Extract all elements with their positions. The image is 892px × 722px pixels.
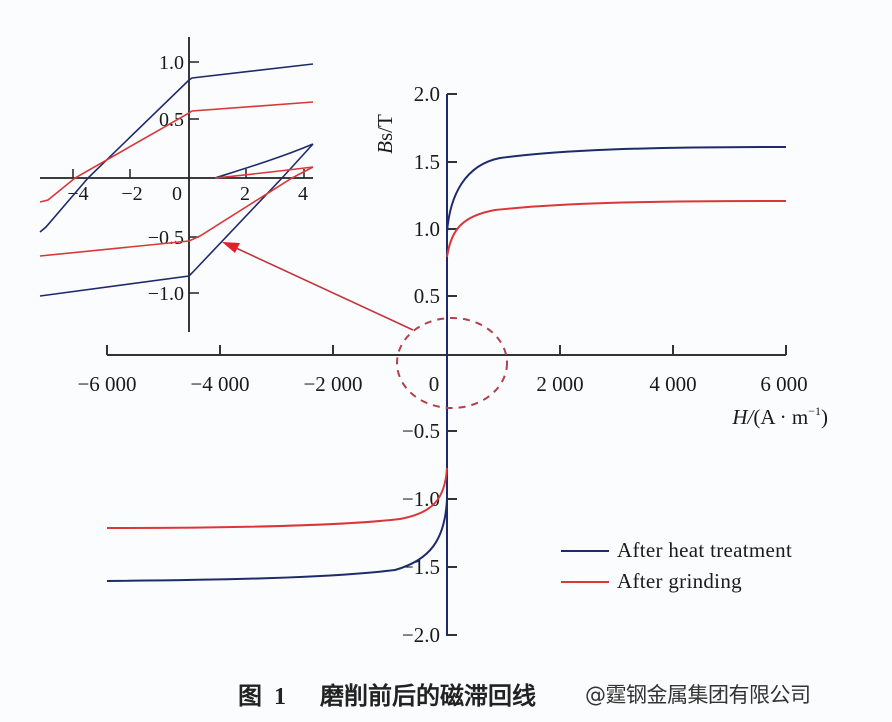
x-tick-label: 0: [429, 372, 440, 396]
inset-x-tick-label: 2: [240, 183, 250, 205]
y-tick-label: 2.0: [414, 82, 440, 106]
y-tick-label: −1.0: [402, 487, 440, 511]
x-tick-label: 2 000: [536, 372, 583, 396]
main-x-axis: −6 000 −4 000 −2 000 0 2 000 4 000 6 000…: [77, 345, 828, 429]
inset-y-tick-label: −0.5: [148, 227, 184, 249]
figure-number: 1: [274, 684, 286, 710]
inset-x-tick-label: 4: [298, 183, 308, 205]
inset-y-tick-label: −1.0: [148, 283, 184, 305]
figure-label: 图: [238, 682, 262, 710]
inset-grinding-upper: [39, 101, 314, 203]
figure-caption: 图 1 磨削前后的磁滞回线: [238, 676, 536, 711]
y-tick-label: −0.5: [402, 419, 440, 443]
magnify-region-ellipse: [396, 317, 508, 409]
inset-chart: −4 −2 0 2 4 1.0 0.5 −0.5 −1.0: [39, 37, 314, 332]
legend: After heat treatment After grinding: [561, 538, 792, 593]
inset-x-tick-label: 0: [172, 183, 182, 205]
inset-x-tick-label: −4: [67, 183, 88, 205]
inset-heat-treatment-upper: [39, 63, 314, 233]
x-axis-title: H/(A · m−1): [731, 404, 828, 429]
y-tick-label: 1.0: [414, 217, 440, 241]
curve-grinding-positive: [446, 200, 787, 258]
y-tick-label: 0.5: [414, 284, 440, 308]
legend-label-heat-treatment: After heat treatment: [617, 538, 792, 562]
y-tick-label: 1.5: [414, 150, 440, 174]
watermark: @霆钢金属集团有限公司: [585, 683, 811, 707]
curve-heat-treatment-positive: [446, 146, 787, 233]
inset-grinding-lower: [39, 166, 314, 257]
y-axis-title: Bs/T: [373, 114, 397, 154]
legend-label-grinding: After grinding: [617, 569, 742, 593]
inset-heat-treatment-tip: [214, 143, 314, 179]
curve-heat-treatment-negative: [106, 498, 448, 582]
inset-y-tick-label: 1.0: [159, 52, 184, 74]
inset-heat-treatment-lower: [39, 143, 314, 297]
y-tick-label: −2.0: [402, 623, 440, 647]
x-tick-label: 6 000: [760, 372, 807, 396]
x-tick-label: −4 000: [190, 372, 249, 396]
main-y-axis: 2.0 1.5 1.0 0.5 −0.5 −1.0 −1.5 −2.0 Bs/T: [373, 82, 457, 647]
figure-caption-text: 磨削前后的磁滞回线: [320, 682, 536, 710]
x-tick-label: 4 000: [649, 372, 696, 396]
inset-x-tick-label: −2: [121, 183, 142, 205]
magnify-arrow: [222, 242, 414, 331]
inset-y-tick-label: 0.5: [159, 109, 184, 131]
inset-grinding-tip: [214, 166, 314, 179]
x-tick-label: −6 000: [77, 372, 136, 396]
x-tick-label: −2 000: [303, 372, 362, 396]
curve-grinding-negative: [106, 467, 448, 529]
